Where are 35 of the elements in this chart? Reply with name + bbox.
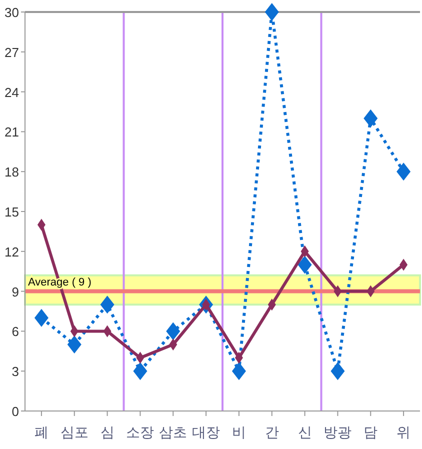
y-tick-label: 6 [12,324,19,340]
y-tick-label: 18 [4,164,19,180]
y-tick-label: 30 [4,5,19,20]
y-tick-label: 24 [4,84,19,100]
x-tick-label: 신 [298,424,312,440]
point [34,308,48,327]
x-tick-label: 심 [100,424,114,440]
point [166,322,180,340]
point [232,362,246,380]
x-tick-label: 폐 [34,424,48,440]
x-tick-label: 심포 [60,424,88,440]
x-tick-label: 담 [364,424,378,440]
point [330,362,345,380]
y-tick-label: 21 [4,124,19,140]
point [169,338,178,350]
x-tick-label: 소장 [126,424,154,440]
y-tick-label: 0 [12,404,19,419]
x-tick-label: 비 [232,424,246,440]
point [67,336,82,354]
y-tick-label: 12 [4,244,19,260]
point [100,296,114,314]
point [364,109,378,128]
x-tick-label: 방광 [324,424,352,440]
x-tick-label: 위 [396,424,411,440]
y-tick-label: 3 [12,364,19,380]
point [298,256,312,274]
y-tick-label: 27 [4,44,19,60]
point [396,162,411,181]
x-tick-label: 삼초 [159,424,188,440]
x-tick-label: 대장 [192,424,220,440]
y-tick-label: 9 [12,284,19,300]
x-tick-label: 간 [264,424,279,440]
point [133,362,148,380]
y-tick-label: 15 [4,204,19,220]
point [264,3,279,21]
